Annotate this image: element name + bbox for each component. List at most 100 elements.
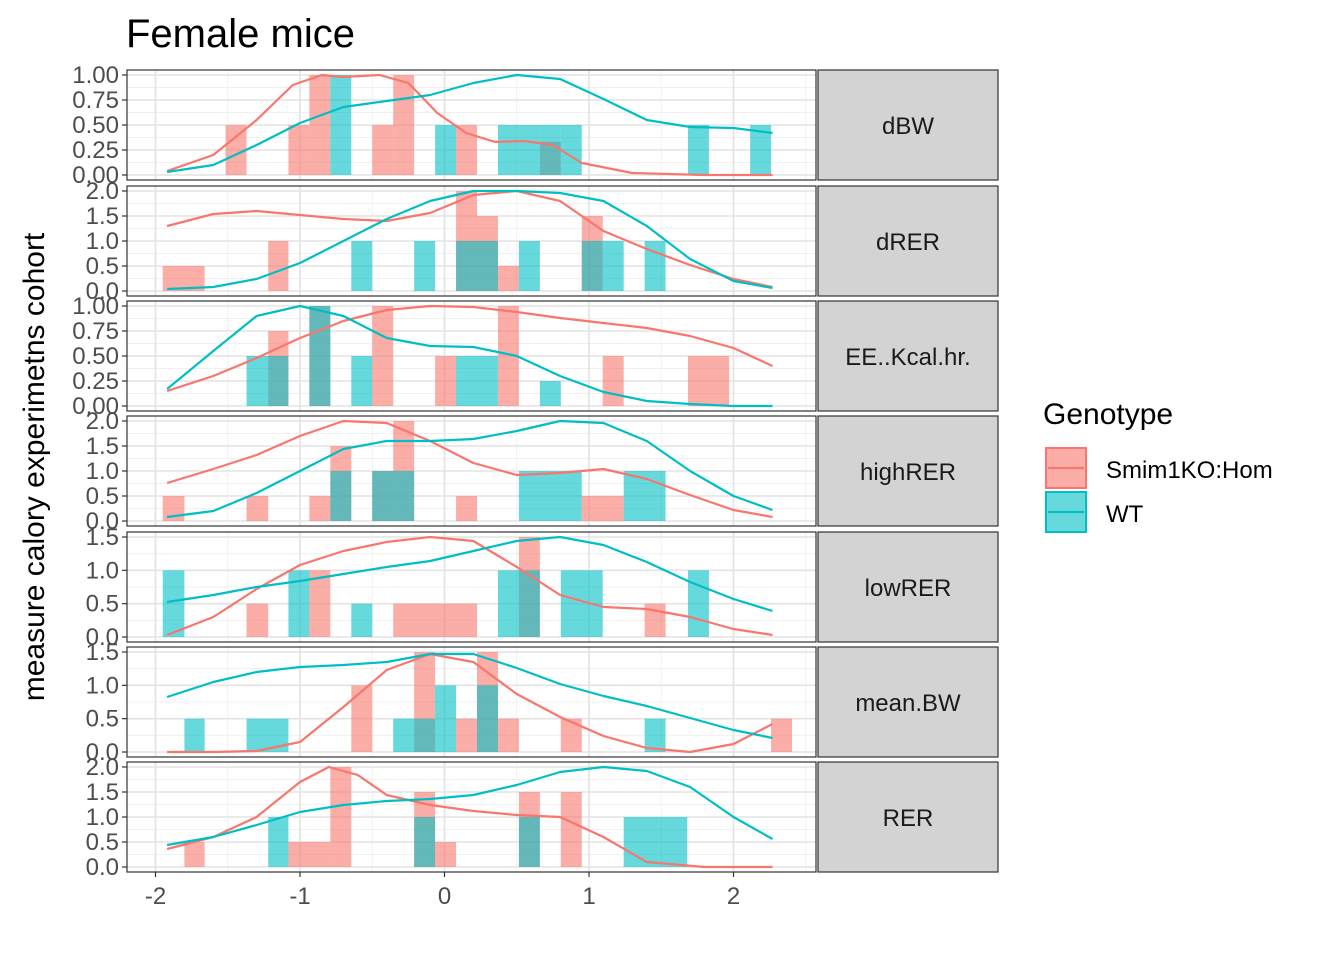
facet-strip-label: lowRER [865,575,952,602]
legend: Genotype Smim1KO:Hom WT [1043,398,1273,533]
histogram-bar [414,817,436,867]
x-axis: -2 -1 0 1 2 [145,872,740,910]
density-line-wt [166,419,773,519]
bars-wt [246,306,561,406]
histogram-bar [497,125,519,175]
y-axis-title: measure calory experimetns cohort [18,232,51,701]
histogram-bar [351,241,373,291]
y-tick-label: 0.0 [86,739,119,766]
facet-strip-label: EE..Kcal.hr. [845,344,970,371]
histogram-bar [351,356,373,406]
density-line-wt [166,73,773,174]
histogram-bar [246,496,269,521]
histogram-bar [184,842,205,867]
histogram-bar [644,718,666,752]
histogram-bar [497,718,519,752]
facet-panel-0: 0.000.250.500.751.00 dBW [72,62,999,189]
histogram-bar [497,306,519,406]
y-tick-label: 1.00 [72,62,119,89]
histogram-bar [560,570,603,637]
histogram-bar [435,125,457,175]
histogram-bar [309,496,331,521]
histogram-bar [602,356,624,406]
histogram-bar [560,125,582,175]
facet-strip-label: highRER [860,459,956,486]
y-tick-label: 0.5 [86,483,119,510]
facet-strip-label: dRER [876,229,940,256]
histogram-bar [623,817,688,867]
y-tick-label: 0.5 [86,253,119,280]
density-line-smim1ko [166,304,773,393]
histogram-bar [372,125,394,175]
y-tick-label: 1.5 [86,433,119,460]
histogram-bar [246,718,289,752]
histogram-bar [560,718,582,752]
histogram-bar [435,685,457,752]
histogram-bar [330,471,352,521]
y-tick-label: 1.0 [86,228,119,255]
x-tick-label: 0 [438,883,451,910]
y-tick-label: 1.0 [86,672,119,699]
histogram-bar [750,125,772,175]
y-tick-label: 0.0 [86,854,119,881]
y-tick-label: 1.0 [86,458,119,485]
histogram-bar [351,603,373,637]
y-tick-label: 2.0 [86,408,119,435]
density-line-wt [167,189,773,291]
histogram-bar [162,570,185,637]
facet-strip [817,300,999,412]
y-tick-label: 1.5 [86,779,119,806]
x-tick-label: -1 [289,883,310,910]
y-tick-label: 1.0 [86,804,119,831]
facet-panel-5: 0.0 0.5 1.0 1.5 mean.BW [86,639,999,766]
histogram-bar [456,496,478,521]
histogram-bar [288,570,310,637]
histogram-bar [687,356,730,406]
histogram-bar [687,570,709,637]
histogram-bar [351,685,373,752]
facet-panel-2: 0.000.250.500.751.00 EE..Kcal.hr. [72,293,999,420]
bars-smim1ko [225,75,561,175]
legend-title: Genotype [1043,398,1173,431]
histogram-bar [435,842,457,867]
facet-panel-1: 0.00.51.01.52.0 dRER [86,178,999,305]
density-line-wt [166,652,773,740]
bars-wt [330,471,666,521]
density-line-smim1ko [166,535,773,637]
histogram-bar [456,718,478,752]
histogram-bar [771,718,793,752]
facet-panel-3: 0.00.51.01.52.0 highRER [86,408,999,535]
histogram-bar [288,125,310,175]
y-tick-label: 0.5 [86,829,119,856]
facet-strip [817,531,999,643]
facet-panel-4: 0.0 0.5 1.0 1.5 lowRER [86,524,999,651]
histogram-bar [518,125,540,175]
histogram-bar [309,75,331,175]
histogram-bar [518,471,582,521]
bars-wt [330,75,772,175]
y-tick-label: 0.5 [86,591,119,618]
density-line-smim1ko [166,73,773,177]
histogram-bar [456,356,498,406]
histogram-bar [539,381,561,406]
density-line-wt [166,535,773,613]
y-tick-label: 0.00 [72,393,119,420]
histogram-bar [184,718,205,752]
facet-panel-6: 0.00.51.01.52.0 RER [86,754,999,881]
facet-strip-label: mean.BW [855,690,961,717]
facet-strip [817,185,999,297]
chart-title: Female mice [126,12,355,56]
y-tick-label: 1.5 [86,203,119,230]
y-tick-label: 2.0 [86,178,119,205]
histogram-bar [602,241,624,291]
facet-strip-label: dBW [882,113,934,140]
y-tick-label: 0.25 [72,368,119,395]
histogram-bar [518,241,540,291]
histogram-bar [435,356,457,406]
y-tick-label: 0.0 [86,278,119,305]
histogram-bar [309,570,331,637]
density-line-wt [166,304,773,408]
y-tick-label: 1.5 [86,524,119,551]
density-line-smim1ko [166,765,773,869]
